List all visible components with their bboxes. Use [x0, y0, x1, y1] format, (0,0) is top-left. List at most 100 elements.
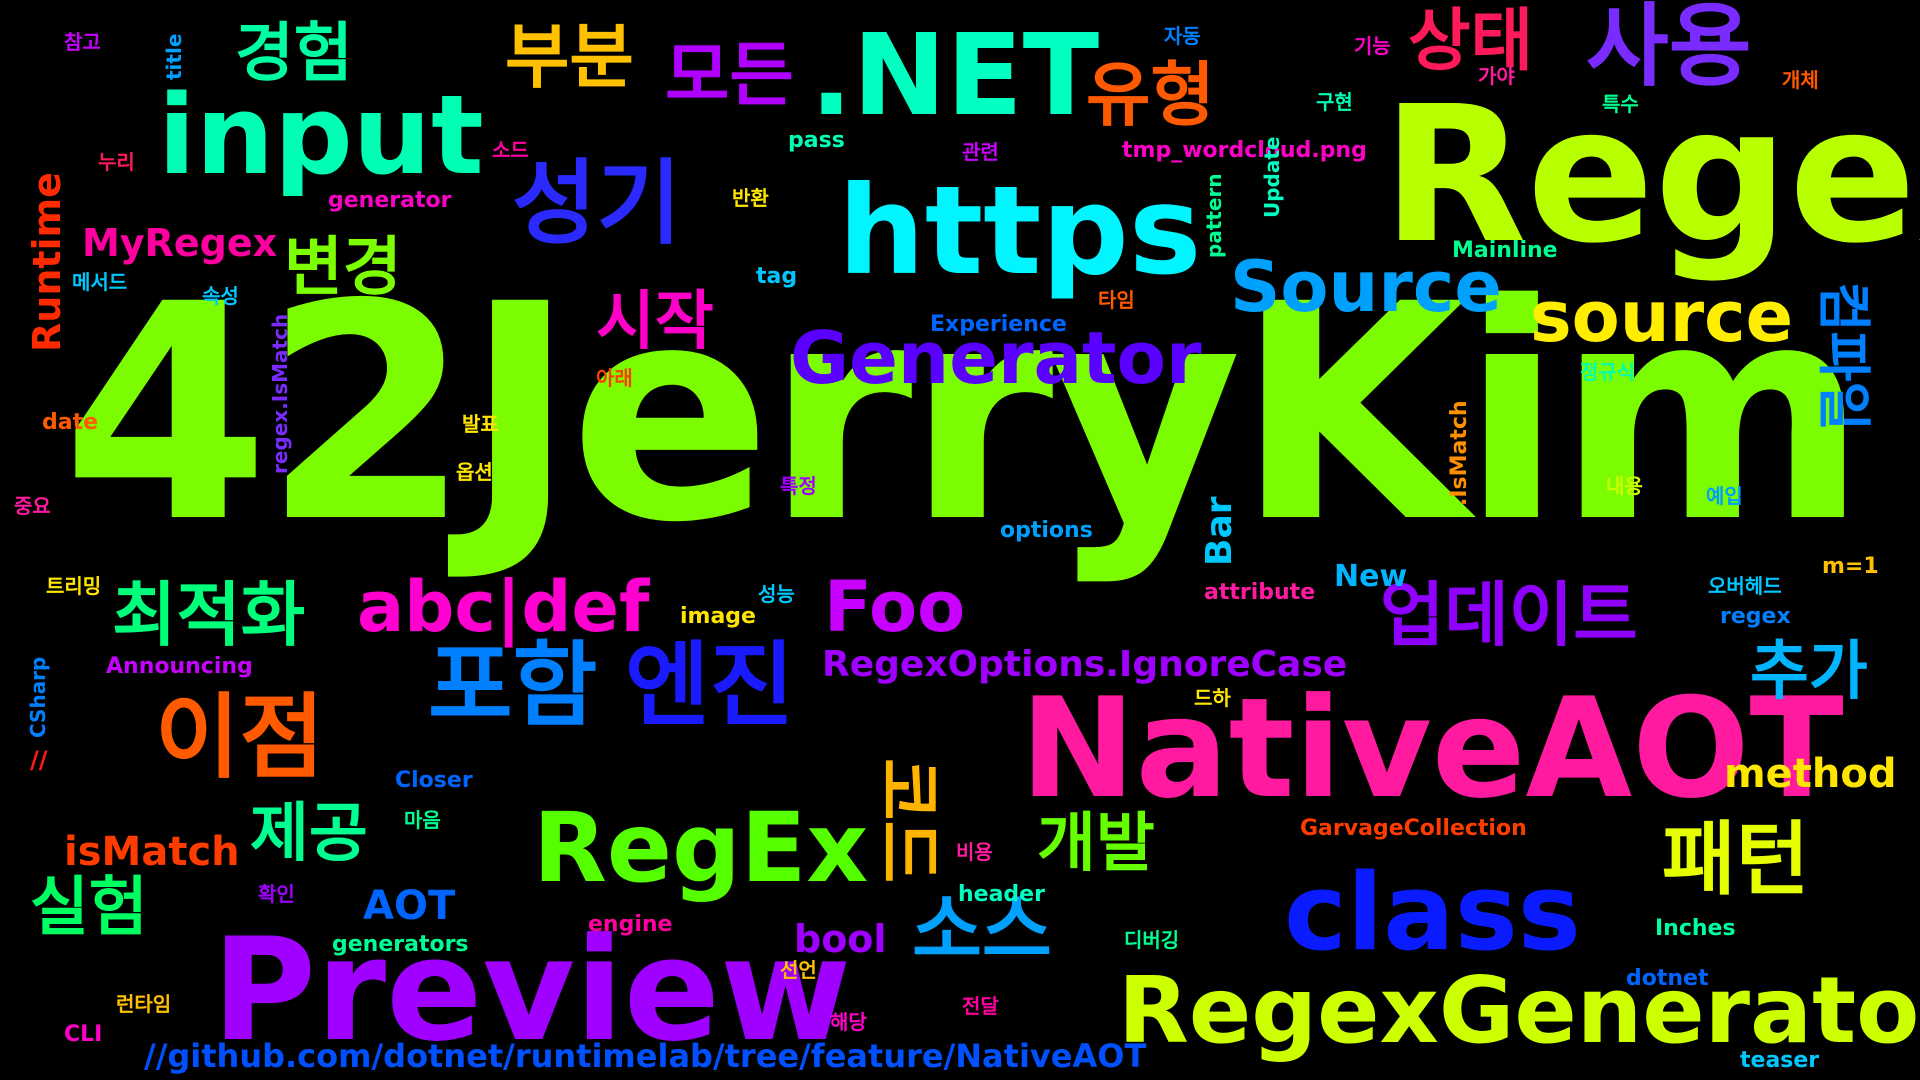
word: 옵션: [456, 460, 493, 484]
word: 개체: [1782, 68, 1819, 92]
word: 선언: [780, 958, 817, 982]
word: 누리: [98, 150, 135, 174]
word: class: [1284, 851, 1581, 974]
word: 관련: [962, 140, 999, 164]
word: 반환: [732, 186, 769, 210]
word: 개발: [1037, 807, 1155, 881]
word: Update: [1260, 136, 1284, 219]
word: 발표: [462, 412, 499, 436]
word: 아래: [596, 366, 633, 390]
word: 드하: [1194, 686, 1231, 710]
word: //github.com/dotnet/runtimelab/tree/feat…: [144, 1037, 1147, 1075]
word: 런타임: [116, 992, 172, 1016]
word: 트리밍: [46, 574, 102, 598]
word: MyRegex: [82, 221, 278, 265]
word: date: [42, 410, 99, 435]
word: 확인: [258, 882, 295, 906]
word: .NET: [810, 11, 1100, 141]
word: CLI: [64, 1022, 103, 1047]
word: //: [30, 746, 48, 774]
word: RegexOptions.IgnoreCase: [822, 644, 1348, 685]
word: Announcing: [106, 654, 253, 679]
word: 소드: [492, 138, 529, 162]
word: teaser: [1740, 1048, 1820, 1073]
word: Runtime: [25, 172, 69, 352]
word: 자동: [1164, 24, 1201, 48]
word: bool: [794, 917, 887, 961]
word: pass: [788, 128, 845, 153]
word: source: [1530, 276, 1794, 358]
word: engine: [588, 912, 673, 937]
word: 타임: [1098, 288, 1135, 312]
word: dotnet: [1626, 966, 1709, 991]
word: Foo: [824, 566, 966, 648]
word: RegEx: [533, 792, 869, 904]
word: m=1: [1822, 554, 1879, 579]
word: 변경: [284, 231, 402, 305]
word: 상태: [1408, 2, 1534, 81]
word: 포함: [428, 632, 598, 739]
word: https: [838, 160, 1202, 302]
word: 모든: [665, 34, 794, 116]
word: Inches: [1655, 916, 1736, 941]
word: GarvageCollection: [1300, 816, 1527, 841]
word: 패턴: [1662, 813, 1810, 906]
word: Experience: [930, 312, 1067, 337]
word: 디버깅: [1124, 928, 1180, 952]
word: Preview: [212, 908, 852, 1073]
word: 컴파일: [1812, 282, 1875, 432]
word: .IsMatch: [1447, 400, 1472, 506]
word: 내용: [1606, 474, 1643, 498]
word: 시작: [596, 285, 714, 359]
word: 유형: [1086, 54, 1215, 136]
word: regex: [1720, 604, 1791, 629]
word: 참고: [64, 30, 101, 54]
word: 코드: [867, 758, 946, 884]
word: Source: [1230, 246, 1502, 328]
word: 해당: [830, 1010, 867, 1034]
word: 42JerryKim: [62, 241, 1867, 588]
word: 부분: [505, 16, 634, 98]
word: Closer: [395, 768, 473, 793]
word: RegexGenerator: [1118, 957, 1920, 1064]
word: isMatch: [64, 829, 240, 875]
word: 오버헤드: [1708, 574, 1782, 598]
word: method: [1724, 751, 1897, 797]
word: 특수: [1602, 92, 1639, 116]
word: 경험: [235, 17, 353, 91]
word: NativeAOT: [1020, 668, 1844, 829]
word: abc|def: [357, 566, 650, 648]
word: 소스: [912, 885, 1052, 974]
word: 비용: [956, 840, 993, 864]
word: generators: [332, 932, 469, 957]
word: 실험: [30, 871, 148, 945]
word: generator: [328, 188, 452, 213]
word: 예입: [1706, 484, 1743, 508]
word: 업데이트: [1380, 574, 1638, 656]
word: input: [158, 71, 484, 199]
word: Mainline: [1452, 238, 1558, 263]
word: CSharp: [26, 656, 50, 738]
word: Generator: [790, 316, 1202, 400]
word: 최적화: [112, 574, 306, 656]
word: pattern: [1202, 173, 1226, 258]
word: header: [958, 882, 1045, 907]
word: 마음: [404, 808, 441, 832]
word: 전달: [962, 994, 999, 1018]
word: 추가: [1750, 635, 1868, 709]
word: Bar: [1199, 496, 1240, 567]
word: 속성: [202, 284, 239, 308]
word: 가야: [1478, 64, 1515, 88]
word: 정규식: [1580, 360, 1636, 384]
word: 성기: [512, 150, 682, 257]
word: title: [162, 33, 186, 80]
word: 사용: [1586, 0, 1752, 99]
word: regex.IsMatch: [268, 313, 292, 474]
word: 엔진: [625, 632, 795, 739]
word: 구현: [1316, 90, 1353, 114]
word: 기능: [1354, 34, 1391, 58]
word: AOT: [363, 883, 456, 929]
word: New: [1334, 559, 1408, 594]
word: tag: [756, 264, 798, 289]
